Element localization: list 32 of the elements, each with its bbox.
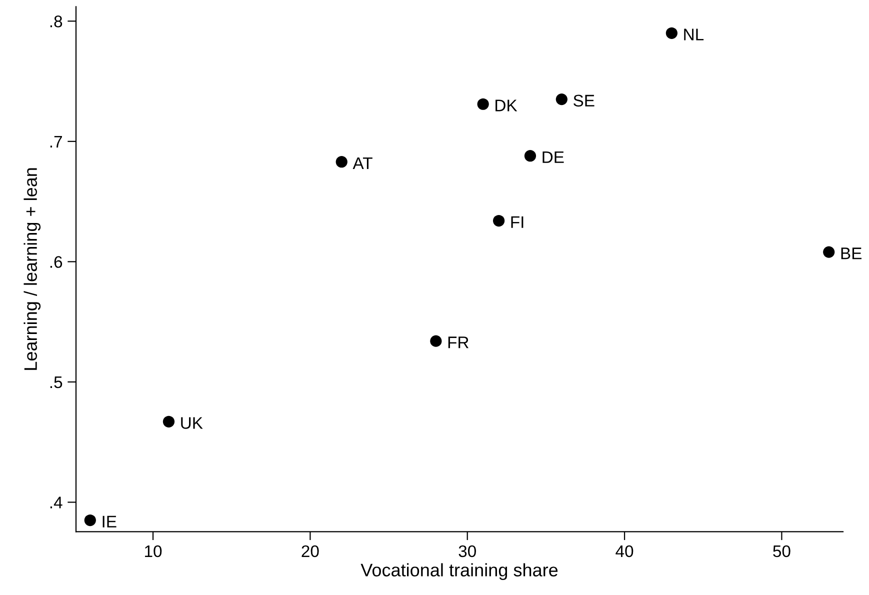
y-tick-label: .8 [50, 16, 62, 28]
annotation: DE [542, 151, 564, 163]
point [556, 94, 568, 106]
x-axis-title: Vocational training share [360, 563, 558, 580]
y-axis-title: Learning / learning + lean [24, 168, 41, 370]
point [492, 214, 505, 227]
y-tick-label: .5 [50, 376, 62, 388]
annotation: DK [496, 100, 518, 112]
annotation: FR [448, 336, 468, 348]
annotation: NL [684, 28, 704, 40]
annotation: FI [511, 216, 524, 228]
x-tick-label: 10 [145, 545, 162, 558]
x-tick-label: 30 [458, 545, 476, 558]
point [84, 514, 96, 526]
annotation: SE [574, 94, 594, 107]
y-tick-label: .6 [50, 256, 62, 268]
x-tick-label: 20 [302, 545, 319, 558]
point [666, 27, 678, 39]
annotation: BE [841, 248, 862, 260]
point [162, 416, 175, 428]
x-tick-label: 40 [616, 545, 634, 558]
point [524, 150, 536, 162]
point [823, 246, 835, 258]
y-tick-label: .4 [50, 496, 62, 508]
annotation: UK [181, 417, 203, 429]
annotation: IE [102, 516, 116, 528]
y-tick-label: .7 [50, 136, 62, 148]
x-tick-label: 50 [773, 545, 790, 558]
point [430, 335, 442, 347]
point [336, 156, 348, 168]
point [477, 98, 489, 110]
annotation: AT [352, 157, 372, 169]
